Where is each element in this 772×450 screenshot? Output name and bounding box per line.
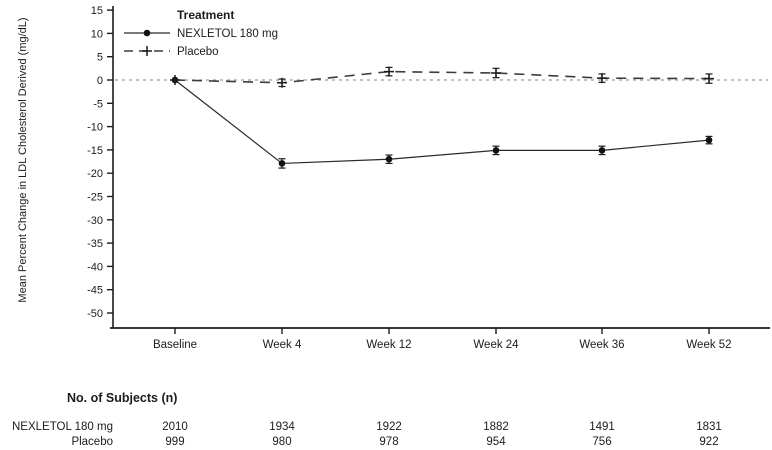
y-tick-label: -20 [87, 168, 103, 180]
data-series-layer [170, 66, 714, 169]
y-tick-label: -10 [87, 122, 103, 134]
y-tick-label: -50 [87, 308, 103, 320]
y-axis-ticks: 15 10 5 0 -5 -10 -15 -20 -25 -30 -35 -40 -45 -50 [87, 5, 113, 320]
y-tick-label: -40 [87, 261, 103, 273]
subjects-value: 1934 [269, 421, 295, 433]
series-line-placebo [174, 70, 710, 84]
legend-plus-marker-icon [142, 46, 152, 56]
y-tick-label: -15 [87, 145, 103, 157]
subjects-row-label-placebo: Placebo [71, 436, 113, 448]
subjects-value: 978 [379, 436, 398, 448]
y-tick-label: 10 [91, 28, 103, 40]
legend-item-nexletol: NEXLETOL 180 mg [177, 28, 278, 40]
legend-filled-circle-icon [143, 29, 151, 37]
x-axis-category-labels: Baseline Week 4 Week 12 Week 24 Week 36 … [153, 339, 732, 351]
marker-placebo-week-12 [384, 66, 394, 77]
subjects-value: 2010 [162, 421, 188, 433]
marker-nexletol-180-mg-week-36 [598, 147, 606, 154]
subjects-row-label-nexletol: NEXLETOL 180 mg [12, 421, 113, 433]
subjects-value: 999 [165, 436, 184, 448]
y-tick-label: -45 [87, 285, 103, 297]
y-tick-label: 15 [91, 5, 103, 17]
legend-item-placebo: Placebo [177, 46, 219, 58]
y-axis-label: Mean Percent Change in LDL Cholesterol D… [17, 17, 29, 302]
subjects-value: 954 [486, 436, 506, 448]
marker-nexletol-180-mg-week-52 [705, 136, 713, 144]
subjects-value: 756 [592, 436, 611, 448]
y-tick-label: -30 [87, 215, 103, 227]
subjects-value: 980 [272, 436, 291, 448]
subjects-value: 1882 [483, 421, 509, 433]
series-line-nexletol-180-mg [174, 79, 710, 165]
marker-nexletol-180-mg-week-24 [492, 147, 500, 154]
y-tick-label: 5 [97, 52, 103, 64]
marker-nexletol-180-mg-week-12 [385, 155, 393, 163]
x-axis-ticks [174, 328, 710, 334]
marker-placebo-week-4 [277, 77, 287, 88]
y-tick-label: 0 [97, 75, 103, 87]
marker-placebo-week-36 [597, 73, 607, 84]
x-tick-label-week-52: Week 52 [686, 339, 731, 351]
y-tick-label: -25 [87, 192, 103, 204]
subjects-table-header: No. of Subjects (n) [67, 391, 177, 405]
subjects-value: 1922 [376, 421, 402, 433]
y-tick-label: -5 [93, 98, 103, 110]
marker-placebo-week-52 [704, 73, 714, 84]
subjects-table: No. of Subjects (n) NEXLETOL 180 mg 2010… [12, 391, 722, 448]
x-tick-label-week-36: Week 36 [579, 339, 624, 351]
x-tick-label-week-4: Week 4 [263, 339, 302, 351]
x-tick-label-week-24: Week 24 [473, 339, 519, 351]
marker-nexletol-180-mg-week-4 [278, 160, 286, 167]
marker-placebo-baseline [170, 75, 180, 85]
x-tick-label-week-12: Week 12 [366, 339, 411, 351]
marker-placebo-week-24 [491, 68, 501, 79]
subjects-value: 922 [699, 436, 718, 448]
y-tick-label: -35 [87, 238, 103, 250]
legend: Treatment NEXLETOL 180 mg Placebo [124, 8, 278, 58]
x-tick-label-baseline: Baseline [153, 339, 197, 351]
subjects-value: 1831 [696, 421, 722, 433]
legend-title: Treatment [177, 8, 234, 22]
subjects-value: 1491 [589, 421, 615, 433]
